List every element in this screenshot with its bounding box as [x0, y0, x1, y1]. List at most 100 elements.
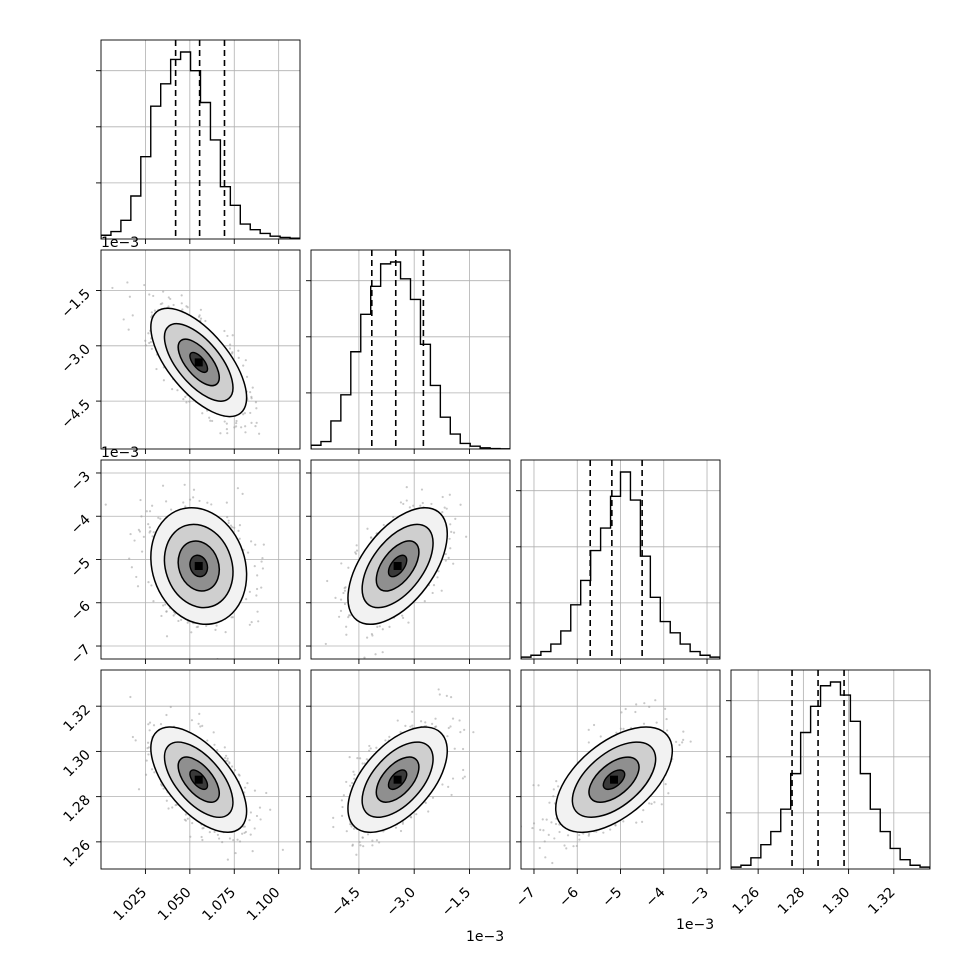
- sample-point: [450, 793, 453, 797]
- sample-point: [441, 511, 444, 514]
- sample-point: [443, 506, 446, 509]
- sample-point: [445, 507, 448, 510]
- sample-point: [199, 317, 203, 320]
- sample-point: [410, 816, 413, 819]
- sample-point: [437, 688, 440, 691]
- sample-point: [351, 843, 354, 846]
- sample-point: [223, 756, 227, 760]
- sample-point: [388, 625, 391, 628]
- sample-point: [402, 502, 405, 506]
- sample-point: [345, 633, 348, 636]
- sample-point: [250, 540, 253, 543]
- sample-point: [423, 600, 426, 603]
- sample-point: [347, 616, 350, 619]
- sample-point: [238, 524, 242, 527]
- sample-point: [140, 515, 143, 518]
- sample-point: [202, 826, 205, 830]
- histogram-step: [101, 51, 300, 239]
- sample-point: [332, 816, 335, 819]
- sample-point: [197, 722, 200, 725]
- sample-point: [682, 738, 685, 741]
- sample-point: [228, 761, 231, 764]
- y-tick-label: −1.5: [58, 286, 93, 321]
- sample-point: [245, 598, 248, 601]
- x-tick-label: 1.025: [111, 885, 151, 925]
- sample-point: [235, 419, 238, 423]
- x-tick-label: −3.0: [384, 885, 419, 920]
- sample-point: [160, 614, 163, 618]
- sample-point: [198, 499, 201, 503]
- histogram-panel-2: [516, 459, 721, 664]
- sample-point: [201, 412, 204, 415]
- sample-point: [622, 820, 625, 823]
- sample-point: [444, 552, 447, 556]
- x-tick-label: 1.075: [199, 885, 239, 925]
- y-tick-label: −5: [68, 555, 94, 581]
- sample-point: [157, 516, 160, 519]
- sample-point: [449, 725, 452, 728]
- plot-area: [521, 460, 720, 659]
- sample-point: [237, 356, 240, 359]
- sample-point: [150, 768, 154, 771]
- sample-point: [678, 743, 681, 747]
- sample-point: [227, 521, 230, 525]
- x-tick-label: 1.050: [155, 885, 195, 925]
- sample-point: [223, 420, 226, 423]
- sample-point: [167, 807, 170, 810]
- y-tick-label: 1.30: [60, 747, 93, 780]
- sample-point: [433, 725, 437, 729]
- sample-point: [185, 401, 188, 404]
- sample-point: [424, 801, 427, 805]
- sample-point: [231, 526, 234, 529]
- sample-point: [151, 504, 154, 507]
- sample-point: [186, 817, 189, 820]
- plot-area: [311, 670, 510, 869]
- sample-point: [148, 341, 151, 345]
- sample-point: [237, 349, 240, 352]
- sample-point: [201, 724, 204, 727]
- sample-point: [415, 813, 418, 816]
- sample-point: [219, 432, 222, 435]
- density-peak: [393, 775, 402, 784]
- sample-point: [660, 803, 663, 806]
- sample-point: [361, 762, 364, 765]
- sample-point: [666, 729, 669, 732]
- sample-point: [411, 710, 414, 713]
- histogram-panel-1: [306, 249, 511, 454]
- sample-point: [144, 344, 147, 347]
- sample-point: [221, 841, 224, 844]
- scatter-panel-1-0: −4.5−3.0−1.5: [58, 249, 301, 454]
- sample-point: [148, 721, 152, 724]
- sample-point: [458, 719, 461, 722]
- sample-point: [159, 302, 162, 306]
- sample-point: [378, 625, 381, 628]
- x-tick-label: −1.5: [439, 885, 474, 920]
- sample-point: [343, 589, 347, 592]
- sample-point: [441, 495, 444, 499]
- sample-point: [358, 840, 361, 844]
- sample-point: [454, 517, 457, 520]
- sample-point: [368, 744, 371, 748]
- sample-point: [152, 294, 155, 298]
- sample-point: [411, 724, 414, 727]
- sample-point: [340, 814, 344, 817]
- sample-point: [352, 770, 355, 773]
- sample-point: [258, 432, 261, 435]
- sample-point: [230, 765, 234, 768]
- sample-point: [342, 591, 345, 595]
- sample-point: [262, 543, 265, 546]
- sample-point: [104, 503, 107, 506]
- sample-point: [399, 501, 403, 504]
- sample-point: [186, 621, 189, 624]
- sample-point: [251, 850, 254, 853]
- sample-point: [459, 503, 462, 506]
- scatter-panel-3-1: −4.5 −3.0 −1.5: [306, 669, 511, 920]
- sample-point: [463, 775, 466, 778]
- scatter-panel-3-2: −7 −6 −5 −4 −3: [513, 669, 721, 910]
- sample-point: [431, 796, 435, 799]
- sample-point: [162, 290, 165, 293]
- sample-point: [159, 723, 163, 726]
- sample-point: [245, 375, 249, 378]
- sample-point: [449, 696, 453, 699]
